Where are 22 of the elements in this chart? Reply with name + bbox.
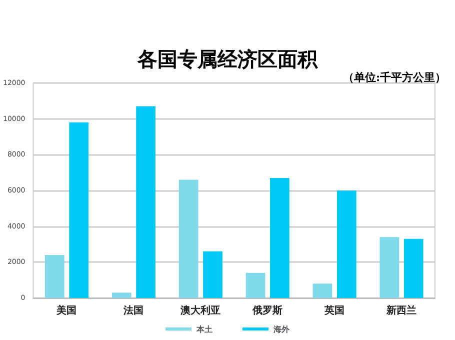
- x-tick-label: 美国: [56, 304, 77, 316]
- legend-label: 本土: [196, 324, 212, 334]
- x-tick-label: 新西兰: [386, 304, 417, 316]
- x-tick-label: 澳大利亚: [180, 304, 221, 316]
- bar: [203, 251, 222, 298]
- chart-title: 各国专属经济区面积: [136, 47, 318, 71]
- bar: [44, 255, 64, 298]
- bar: [404, 238, 424, 298]
- x-tick-label: 俄罗斯: [252, 304, 283, 316]
- bar: [136, 106, 156, 298]
- bar: [312, 284, 332, 298]
- bar: [112, 292, 132, 298]
- bar: [178, 180, 198, 298]
- chart-subtitle: （单位:千平方公里）: [342, 71, 446, 84]
- x-tick-label: 法国: [122, 304, 144, 316]
- legend-label: 海外: [272, 324, 290, 334]
- bar: [270, 178, 290, 298]
- bar: [380, 237, 400, 298]
- bar: [246, 272, 266, 298]
- bar: [69, 122, 89, 298]
- x-tick-label: 英国: [324, 304, 345, 316]
- bar: [336, 190, 356, 298]
